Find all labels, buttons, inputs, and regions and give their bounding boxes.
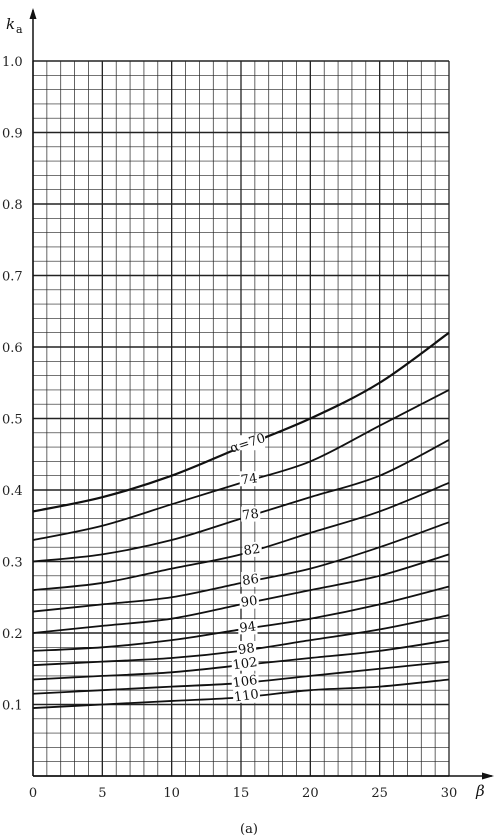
curve-label: 82 (243, 542, 261, 559)
grid (32, 60, 450, 777)
curve-label: 106 (232, 673, 259, 691)
y-axis-label: k (6, 15, 15, 33)
curve-label: α=70 (228, 431, 267, 456)
curve-label-group: 82 (242, 541, 262, 559)
curve-label-group: 94 (238, 619, 258, 636)
x-tick-label: 10 (163, 786, 180, 801)
curve-86 (32, 521, 450, 613)
curve-label-bg (233, 687, 260, 703)
curve-label-group: 74 (239, 471, 259, 488)
curve-label-bg (241, 506, 261, 522)
tick-labels: 0.1 0.2 0.3 0.4 0.5 0.6 0.7 0.8 0.9 1.0 0 5 10 15 20 25… (2, 55, 457, 801)
curve-label-group: 86 (241, 571, 261, 589)
y-tick-label: 0.5 (2, 413, 23, 428)
curve-label: 102 (232, 655, 259, 673)
x-tick-label: 20 (302, 786, 319, 801)
curve-label: 86 (241, 572, 259, 589)
y-tick-label: 0.9 (2, 127, 23, 142)
x-tick-label: 5 (98, 786, 106, 801)
x-tick-label: 0 (29, 786, 37, 801)
curve-label-bg (236, 641, 257, 657)
curve-label: 98 (237, 641, 255, 658)
y-tick-label: 0.8 (2, 198, 23, 213)
x-axis-label: β (475, 782, 485, 800)
x-axis-arrow (482, 772, 494, 780)
y-tick-label: 1.0 (2, 55, 23, 70)
curve-label-bg (231, 655, 259, 671)
curve-label-group: 90 (239, 593, 259, 611)
y-tick-label: 0.1 (2, 699, 23, 714)
curve-label: 110 (233, 687, 260, 705)
x-tick-label: 15 (233, 786, 250, 801)
x-tick-label: 25 (371, 786, 388, 801)
y-tick-label: 0.3 (2, 556, 23, 571)
curve-label-group: 106 (232, 673, 259, 691)
curve-label-group: α=70 (228, 431, 267, 456)
curve-label: 74 (240, 471, 258, 488)
curve-label-bg (239, 471, 259, 487)
curve-82 (32, 482, 450, 591)
curve-label-group: 102 (232, 655, 259, 673)
figure-caption: (a) (240, 822, 258, 837)
curve-label-group: 110 (233, 687, 260, 705)
curve-label: 90 (240, 594, 258, 611)
y-axis-label-subscript: a (16, 23, 23, 36)
curve-label: 94 (239, 619, 257, 636)
curve-label-group: 98 (236, 641, 257, 658)
x-tick-label: 30 (441, 786, 458, 801)
y-tick-label: 0.6 (2, 341, 23, 356)
curve-label-bg (230, 435, 266, 451)
axes (29, 8, 494, 780)
curve-78 (32, 439, 450, 563)
y-tick-label: 0.4 (2, 484, 23, 499)
curve-label-bg (241, 571, 261, 587)
curve-label-group: 78 (241, 506, 261, 524)
y-tick-label: 0.2 (2, 627, 23, 642)
curve-label-bg (231, 673, 259, 689)
y-axis-arrow (29, 8, 37, 19)
y-tick-label: 0.7 (2, 270, 23, 285)
curve-label-bg (239, 593, 259, 609)
curve-label-bg (242, 541, 262, 557)
curve-label-bg (238, 619, 258, 635)
curve-label: 78 (241, 507, 259, 524)
